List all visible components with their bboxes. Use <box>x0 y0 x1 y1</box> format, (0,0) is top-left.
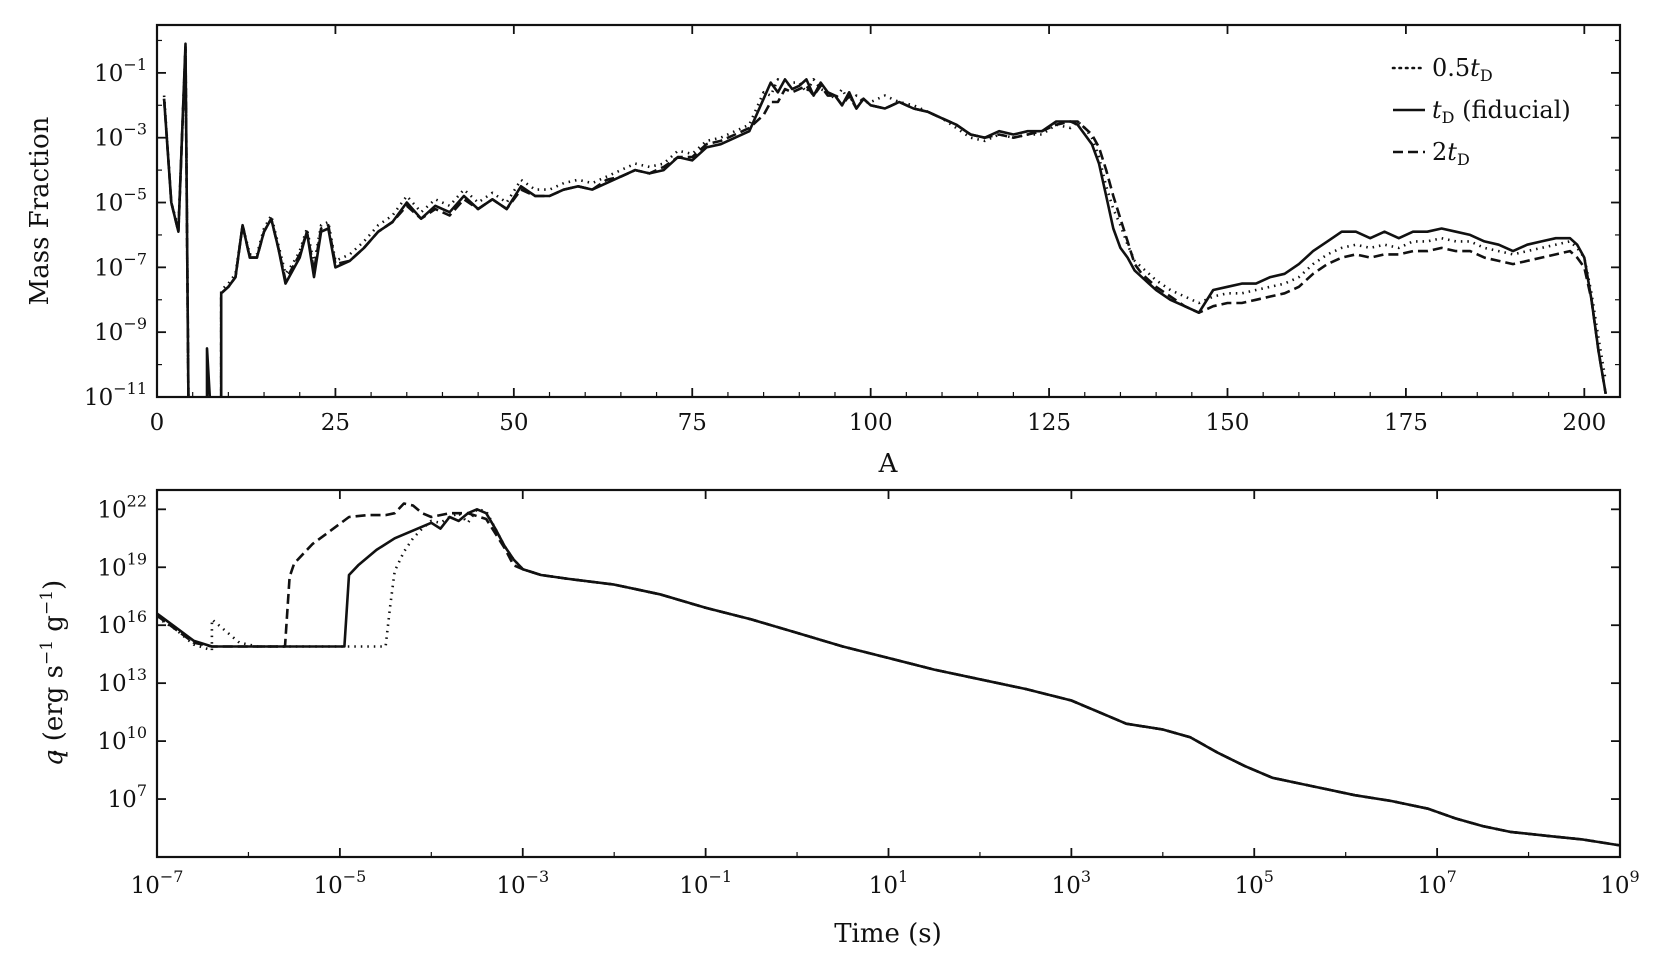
bottom-series-dotted <box>157 508 1620 847</box>
bottom-ticks: 10−7 10−5 10−3 10−1 101 103 105 107 109 1022 1019 1… <box>97 490 1640 899</box>
ylabel-open: (erg s <box>39 665 69 749</box>
top-x-tick-label: 100 <box>849 410 893 436</box>
legend: 0.5tD tD (fiducial) 2tD <box>1391 54 1571 169</box>
top-x-tick-label: 125 <box>1027 410 1071 436</box>
top-x-tick-label: 150 <box>1206 410 1250 436</box>
top-x-tick-label: 175 <box>1384 410 1428 436</box>
legend-sub: D <box>1480 66 1493 85</box>
legend-main: t <box>1432 96 1442 124</box>
top-x-tick-label: 25 <box>321 410 350 436</box>
bottom-x-tick-label: 107 <box>1417 867 1456 899</box>
bottom-x-tick-label: 101 <box>869 867 908 899</box>
top-y-tick-label: 10−3 <box>94 120 147 152</box>
bottom-y-tick-label: 1016 <box>97 607 147 639</box>
legend-label-double-td: 2tD <box>1432 138 1470 169</box>
bottom-x-tick-label: 109 <box>1600 867 1639 899</box>
top-x-tick-label: 200 <box>1562 410 1606 436</box>
bottom-y-tick-label: 1019 <box>97 549 147 581</box>
bottom-y-tick-label: 1013 <box>97 665 147 697</box>
legend-label-fiducial: tD (fiducial) <box>1432 96 1571 127</box>
bottom-y-axis-label: q (erg s−1 g−1) <box>37 580 69 766</box>
top-y-axis-label: Mass Fraction <box>25 116 55 305</box>
ylabel-s-sup: −1 <box>37 640 57 665</box>
top-series-dotted <box>162 45 1607 397</box>
legend-sub: D <box>1457 150 1470 169</box>
legend-entry-fiducial: tD (fiducial) <box>1393 96 1571 127</box>
bottom-series-group <box>157 502 1620 847</box>
bottom-x-tick-label: 105 <box>1235 867 1274 899</box>
top-y-tick-label: 10−1 <box>94 55 147 87</box>
bottom-x-tick-label: 10−1 <box>679 867 732 899</box>
bottom-x-tick-label: 10−3 <box>496 867 549 899</box>
bottom-x-tick-label: 10−7 <box>131 867 184 899</box>
top-plot-frame <box>155 23 1622 399</box>
legend-main: t <box>1447 138 1457 166</box>
top-x-tick-label: 0 <box>150 410 165 436</box>
bottom-y-tick-label: 1022 <box>97 491 147 523</box>
top-x-tick-label: 50 <box>499 410 528 436</box>
top-x-tick-label: 75 <box>678 410 707 436</box>
legend-pre: 2 <box>1432 138 1447 166</box>
bottom-x-tick-label: 103 <box>1052 867 1091 899</box>
q-dot-accent <box>52 750 58 756</box>
top-y-tick-label: 10−11 <box>84 379 147 411</box>
top-ticks: 0 25 50 75 100 125 150 175 200 10−1 10−3 10−5 10−7 10… <box>84 25 1620 436</box>
ylabel-close: ) <box>39 580 69 590</box>
ylabel-mid: g <box>39 615 69 640</box>
top-series-group <box>162 42 1607 397</box>
legend-entry-double-td: 2tD <box>1393 138 1470 169</box>
ylabel-q: q <box>39 750 69 767</box>
legend-main: t <box>1470 54 1480 82</box>
top-series-dashed <box>162 45 1607 397</box>
top-panel: 0 25 50 75 100 125 150 175 200 10−1 10−3 10−5 10−7 10… <box>25 23 1622 479</box>
legend-post: (fiducial) <box>1454 96 1570 124</box>
legend-entry-half-td: 0.5tD <box>1391 54 1493 85</box>
top-x-axis-label: A <box>878 449 899 479</box>
legend-pre: 0.5 <box>1432 54 1470 82</box>
bottom-y-tick-label: 107 <box>108 781 147 813</box>
bottom-series-dashed <box>157 502 1620 847</box>
bottom-x-tick-label: 10−5 <box>313 867 366 899</box>
top-y-tick-label: 10−7 <box>94 249 147 281</box>
top-y-tick-label: 10−9 <box>94 314 147 346</box>
top-y-tick-label: 10−5 <box>94 185 147 217</box>
bottom-y-tick-label: 1010 <box>97 723 147 755</box>
bottom-panel: 10−7 10−5 10−3 10−1 101 103 105 107 109 1022 1019 1… <box>37 488 1640 949</box>
legend-label-half-td: 0.5tD <box>1432 54 1493 85</box>
bottom-series-solid <box>157 508 1620 847</box>
bottom-x-axis-label: Time (s) <box>834 919 942 949</box>
legend-sub: D <box>1442 108 1455 127</box>
ylabel-g-sup: −1 <box>37 590 57 615</box>
